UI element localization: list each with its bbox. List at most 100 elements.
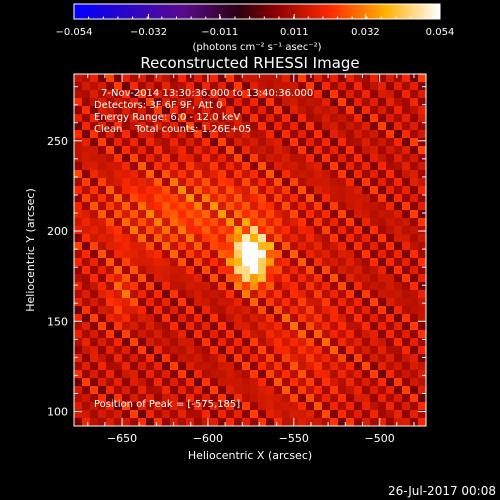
heatmap-pixel (122, 130, 131, 139)
heatmap-pixel (186, 82, 195, 91)
heatmap-pixel (266, 138, 275, 147)
heatmap-pixel (218, 314, 227, 323)
heatmap-pixel (98, 242, 107, 251)
heatmap-pixel (106, 170, 115, 179)
heatmap-pixel (346, 146, 355, 155)
heatmap-pixel (282, 234, 291, 243)
heatmap-pixel (402, 170, 411, 179)
heatmap-pixel (394, 106, 403, 115)
heatmap-pixel (146, 98, 155, 107)
heatmap-pixel (98, 346, 107, 355)
heatmap-pixel (130, 82, 139, 91)
heatmap-pixel (170, 298, 179, 307)
heatmap-pixel (354, 98, 363, 107)
heatmap-pixel (402, 290, 411, 299)
heatmap-pixel (90, 146, 99, 155)
heatmap-pixel (346, 186, 355, 195)
heatmap-pixel (210, 210, 219, 219)
heatmap-pixel (82, 186, 91, 195)
heatmap-pixel (258, 218, 267, 227)
heatmap-pixel (394, 338, 403, 347)
heatmap-pixel (370, 370, 379, 379)
heatmap-pixel (162, 354, 171, 363)
heatmap-pixel (354, 418, 363, 427)
heatmap-pixel (210, 330, 219, 339)
heatmap-pixel (146, 306, 155, 315)
heatmap-pixel (226, 362, 235, 371)
heatmap-pixel (74, 266, 83, 275)
heatmap-pixel (370, 274, 379, 283)
heatmap-pixel (162, 130, 171, 139)
heatmap-pixel (314, 322, 323, 331)
heatmap-pixel (338, 122, 347, 131)
plot-frame (73, 73, 427, 427)
heatmap-pixel (210, 130, 219, 139)
heatmap-pixel (210, 354, 219, 363)
heatmap-pixel (178, 146, 187, 155)
heatmap-pixel (210, 338, 219, 347)
heatmap-pixel (218, 410, 227, 419)
heatmap-pixel (282, 338, 291, 347)
heatmap-pixel (282, 186, 291, 195)
heatmap-pixel (362, 402, 371, 411)
heatmap-pixel (146, 218, 155, 227)
heatmap-pixel (346, 162, 355, 171)
heatmap-pixel (90, 418, 99, 427)
heatmap-pixel (170, 346, 179, 355)
heatmap-pixel (138, 106, 147, 115)
heatmap-pixel (258, 282, 267, 291)
heatmap-pixel (194, 138, 203, 147)
heatmap-pixel (410, 218, 419, 227)
heatmap-pixel (370, 322, 379, 331)
heatmap-pixel (138, 322, 147, 331)
heatmap-pixel (274, 410, 283, 419)
heatmap-pixel (146, 394, 155, 403)
heatmap-pixel (178, 282, 187, 291)
heatmap-pixel (178, 138, 187, 147)
heatmap-pixel (130, 298, 139, 307)
heatmap-pixel (170, 378, 179, 387)
heatmap-pixel (394, 378, 403, 387)
heatmap-pixel (106, 354, 115, 363)
heatmap-pixel (418, 314, 427, 323)
heatmap-pixel (138, 186, 147, 195)
heatmap-pixel (346, 234, 355, 243)
heatmap-pixel (202, 290, 211, 299)
heatmap-pixel (98, 162, 107, 171)
heatmap-pixel (98, 402, 107, 411)
heatmap-pixel (114, 418, 123, 427)
heatmap-pixel (146, 130, 155, 139)
heatmap-pixel (210, 290, 219, 299)
heatmap-pixel (154, 306, 163, 315)
heatmap-pixel (122, 242, 131, 251)
heatmap-pixel (138, 98, 147, 107)
heatmap-pixel (218, 330, 227, 339)
heatmap-pixel (210, 106, 219, 115)
heatmap-pixel (202, 362, 211, 371)
heatmap-pixel (194, 194, 203, 203)
heatmap-pixel (314, 90, 323, 99)
heatmap-pixel (122, 370, 131, 379)
heatmap-pixel (266, 298, 275, 307)
footer-date: 26-Jul-2017 00:08 (388, 484, 496, 498)
heatmap-pixel (242, 298, 251, 307)
heatmap-pixel (154, 250, 163, 259)
heatmap-pixel (210, 194, 219, 203)
heatmap-pixel (418, 170, 427, 179)
heatmap-pixel (218, 74, 227, 83)
heatmap-pixel (354, 410, 363, 419)
heatmap-pixel (386, 154, 395, 163)
heatmap-pixel (362, 122, 371, 131)
heatmap-pixel (74, 418, 83, 427)
heatmap-pixel (234, 242, 243, 251)
heatmap-pixel (354, 266, 363, 275)
heatmap-pixel (162, 290, 171, 299)
heatmap-pixel (202, 98, 211, 107)
heatmap-pixel (282, 154, 291, 163)
heatmap-pixel (394, 82, 403, 91)
heatmap-pixel (226, 314, 235, 323)
heatmap-pixel (170, 146, 179, 155)
heatmap-pixel (250, 266, 259, 275)
heatmap-pixel (338, 258, 347, 267)
